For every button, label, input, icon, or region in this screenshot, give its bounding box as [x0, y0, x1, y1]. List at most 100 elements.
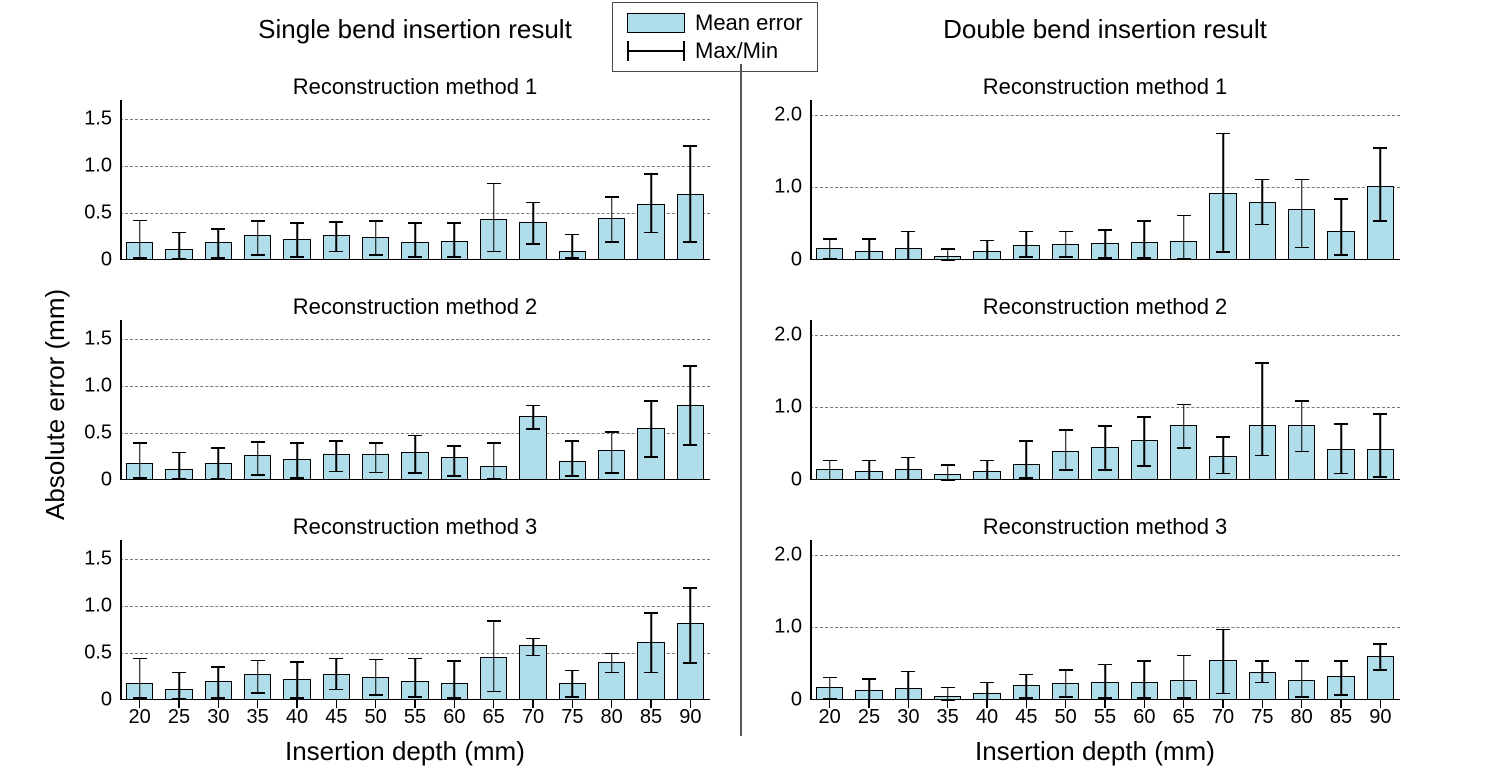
errorbar-line: [1104, 425, 1106, 469]
ytick-label: 0.5: [84, 421, 112, 444]
errorbar-cap: [605, 472, 619, 474]
errorbar-line: [257, 441, 259, 474]
errorbar-cap: [251, 660, 265, 662]
errorbar-cap: [172, 232, 186, 234]
errorbar-cap: [823, 258, 837, 260]
errorbar-cap: [408, 435, 422, 437]
errorbar-cap: [133, 477, 147, 479]
xtick-label: 90: [1369, 706, 1391, 729]
errorbar-line: [690, 365, 692, 444]
errorbar-cap: [565, 475, 579, 477]
errorbar-cap: [1098, 425, 1112, 427]
errorbar-line: [868, 678, 870, 698]
errorbar-line: [1222, 133, 1224, 252]
errorbar-cap: [172, 452, 186, 454]
errorbar-cap: [980, 240, 994, 242]
errorbar-cap: [823, 460, 837, 462]
errorbar-line: [1183, 655, 1185, 697]
errorbar-cap: [172, 478, 186, 480]
xtick-label: 90: [679, 706, 701, 729]
errorbar-cap: [369, 472, 383, 474]
errorbar-line: [296, 661, 298, 697]
ytick-label: 2.0: [774, 323, 802, 346]
errorbar-cap: [683, 145, 697, 147]
errorbar-line: [947, 464, 949, 479]
xtick-label: 85: [1330, 706, 1352, 729]
subplot-title: Reconstruction method 2: [810, 294, 1400, 320]
subplot-title: Reconstruction method 3: [810, 514, 1400, 540]
subplot-title: Reconstruction method 1: [810, 74, 1400, 100]
ytick-label: 0: [791, 689, 802, 712]
errorbar-cap: [605, 241, 619, 243]
errorbar-cap: [408, 256, 422, 258]
errorbar-cap: [133, 220, 147, 222]
errorbar-line: [1222, 436, 1224, 472]
errorbar-cap: [1255, 362, 1269, 364]
errorbar-cap: [1137, 465, 1151, 467]
errorbar-line: [454, 222, 456, 256]
errorbar-line: [1183, 404, 1185, 448]
errorbar-line: [532, 638, 534, 655]
errorbar-line: [1065, 429, 1067, 469]
errorbar-cap: [1059, 696, 1073, 698]
errorbar-cap: [980, 259, 994, 261]
errorbar-line: [1301, 179, 1303, 247]
errorbar-cap: [290, 442, 304, 444]
errorbar-cap: [211, 447, 225, 449]
errorbar-cap: [408, 658, 422, 660]
errorbar-cap: [1216, 251, 1230, 253]
x-axis-label-right: Insertion depth (mm): [975, 736, 1215, 767]
errorbar-cap: [526, 638, 540, 640]
errorbar-cap: [1098, 469, 1112, 471]
errorbar-cap: [172, 672, 186, 674]
errorbar-line: [611, 431, 613, 472]
errorbar-cap: [823, 238, 837, 240]
xtick-label: 25: [858, 706, 880, 729]
errorbar-line: [493, 620, 495, 691]
errorbar-cap: [941, 259, 955, 261]
errorbar-line: [375, 220, 377, 254]
errorbar-cap: [1255, 682, 1269, 684]
errorbar-cap: [1177, 258, 1191, 260]
errorbar-cap: [251, 692, 265, 694]
errorbar-cap: [980, 682, 994, 684]
ytick-label: 1.0: [84, 594, 112, 617]
errorbar-line: [650, 400, 652, 456]
errorbar-cap: [1019, 256, 1033, 258]
errorbar-cap: [290, 477, 304, 479]
errorbar-line: [1065, 231, 1067, 256]
xtick-label: 75: [561, 706, 583, 729]
errorbar-cap: [1334, 423, 1348, 425]
errorbar-line: [1222, 629, 1224, 693]
errorbar-cap: [644, 173, 658, 175]
errorbar-cap: [683, 587, 697, 589]
errorbar-cap: [1059, 231, 1073, 233]
errorbar-cap: [1177, 697, 1191, 699]
errorbar-cap: [901, 231, 915, 233]
errorbar-cap: [172, 258, 186, 260]
errorbar-cap: [1019, 674, 1033, 676]
xtick-label: 35: [247, 706, 269, 729]
xtick-label: 70: [1212, 706, 1234, 729]
xtick-label: 30: [897, 706, 919, 729]
errorbar-cap: [487, 251, 501, 253]
errorbar-cap: [1295, 696, 1309, 698]
errorbar-cap: [251, 220, 265, 222]
errorbar-line: [1144, 220, 1146, 257]
errorbar-line: [139, 220, 141, 258]
errorbar-cap: [901, 671, 915, 673]
errorbar-cap: [526, 655, 540, 657]
errorbar-cap: [1295, 179, 1309, 181]
gridline: [120, 386, 710, 387]
errorbar-cap: [211, 257, 225, 259]
errorbar-cap: [1295, 247, 1309, 249]
errorbar-cap: [1373, 220, 1387, 222]
errorbar-cap: [1373, 147, 1387, 149]
errorbar-cap: [408, 472, 422, 474]
errorbar-cap: [565, 234, 579, 236]
errorbar-line: [611, 653, 613, 672]
errorbar-cap: [1137, 660, 1151, 662]
errorbar-line: [1340, 660, 1342, 694]
errorbar-cap: [605, 431, 619, 433]
errorbar-cap: [565, 440, 579, 442]
